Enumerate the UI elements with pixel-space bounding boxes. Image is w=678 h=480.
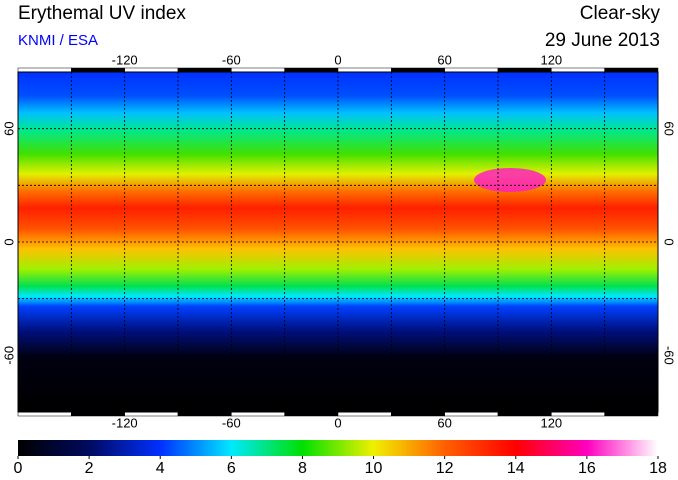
tibet-peak <box>474 168 546 192</box>
lat-tick-label: 60 <box>662 121 677 135</box>
map-frame <box>17 71 659 413</box>
colorbar-tick-label: 10 <box>365 460 383 477</box>
frame-segment <box>337 411 392 417</box>
frame-segment <box>337 67 392 73</box>
lat-tick-label: 0 <box>1 238 16 245</box>
frame-segment <box>71 67 125 73</box>
lat-tick-label: -60 <box>1 346 16 365</box>
frame-segment <box>444 411 499 417</box>
frame-segment <box>284 67 339 73</box>
frame-segment <box>284 411 339 417</box>
colorbar-tick-label: 6 <box>227 460 236 477</box>
frame-segment <box>497 67 552 73</box>
lon-tick-label: 60 <box>437 415 451 430</box>
lon-tick-label: -60 <box>222 52 241 67</box>
lon-tick-label: 0 <box>334 52 341 67</box>
frame-segment <box>231 67 285 73</box>
colorbar-bar <box>18 440 658 456</box>
lon-tick-label: -120 <box>112 52 138 67</box>
lon-tick-label: 120 <box>540 52 562 67</box>
lat-tick-label: 0 <box>662 238 677 245</box>
lat-tick-label: 60 <box>1 121 16 135</box>
lon-tick-label: 120 <box>540 415 562 430</box>
colorbar-tick-label: 2 <box>85 460 94 477</box>
title: Erythemal UV index <box>18 3 186 24</box>
lat-tick-label: -60 <box>662 346 677 365</box>
frame-segment <box>17 67 72 73</box>
source: KNMI / ESA <box>18 32 98 49</box>
colorbar-tick-label: 16 <box>578 460 596 477</box>
lon-tick-label: -60 <box>222 415 241 430</box>
colorbar-tick-label: 14 <box>507 460 525 477</box>
frame-segment <box>124 67 179 73</box>
colorbar-tick-label: 18 <box>649 460 667 477</box>
grid <box>17 67 659 417</box>
frame-segment <box>604 411 659 417</box>
colorbar-tick-label: 0 <box>14 460 23 477</box>
frame-segment <box>391 67 445 73</box>
date: 29 June 2013 <box>545 30 660 51</box>
condition: Clear-sky <box>580 3 661 24</box>
lon-tick-label: 0 <box>334 415 341 430</box>
frame-segment <box>444 67 499 73</box>
lon-tick-label: 60 <box>437 52 451 67</box>
colorbar-tick-label: 4 <box>156 460 165 477</box>
frame-segment <box>551 67 605 73</box>
frame-segment <box>604 67 659 73</box>
colorbar-tick-label: 12 <box>436 460 454 477</box>
frame-segment <box>177 67 232 73</box>
lon-tick-label: -120 <box>112 415 138 430</box>
frame-segment <box>17 411 72 417</box>
colorbar-tick-label: 8 <box>298 460 307 477</box>
colorbar: 0 2 4 6 8 10 12 14 16 18 <box>14 440 667 477</box>
